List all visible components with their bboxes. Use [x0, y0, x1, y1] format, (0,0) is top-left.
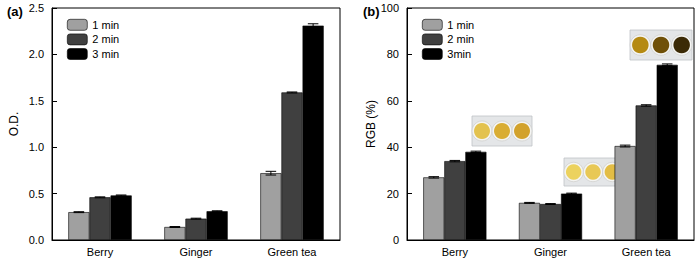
svg-text:3min: 3min: [447, 48, 471, 60]
svg-text:20: 20: [387, 188, 399, 200]
svg-text:1.5: 1.5: [29, 95, 44, 107]
svg-text:2 min: 2 min: [92, 33, 119, 45]
svg-text:RGB (%): RGB (%): [364, 100, 378, 148]
svg-text:0: 0: [393, 234, 399, 246]
svg-text:2.0: 2.0: [29, 48, 44, 60]
svg-text:Berry: Berry: [442, 246, 469, 258]
svg-text:0.5: 0.5: [29, 188, 44, 200]
svg-text:100: 100: [381, 2, 399, 14]
svg-text:1 min: 1 min: [447, 19, 474, 31]
svg-text:1.0: 1.0: [29, 141, 44, 153]
svg-text:2.5: 2.5: [29, 2, 44, 14]
svg-text:Green tea: Green tea: [268, 246, 318, 258]
svg-text:0.0: 0.0: [29, 234, 44, 246]
svg-text:O.D.: O.D.: [7, 112, 21, 137]
svg-text:Berry: Berry: [87, 246, 114, 258]
svg-text:2 min: 2 min: [447, 33, 474, 45]
svg-text:(b): (b): [363, 4, 380, 19]
svg-text:Ginger: Ginger: [179, 246, 212, 258]
svg-text:(a): (a): [7, 4, 23, 19]
svg-text:1 min: 1 min: [92, 19, 119, 31]
svg-text:Ginger: Ginger: [534, 246, 567, 258]
svg-text:60: 60: [387, 95, 399, 107]
svg-text:80: 80: [387, 48, 399, 60]
svg-text:40: 40: [387, 141, 399, 153]
svg-text:3 min: 3 min: [92, 48, 119, 60]
svg-text:Green tea: Green tea: [622, 246, 672, 258]
